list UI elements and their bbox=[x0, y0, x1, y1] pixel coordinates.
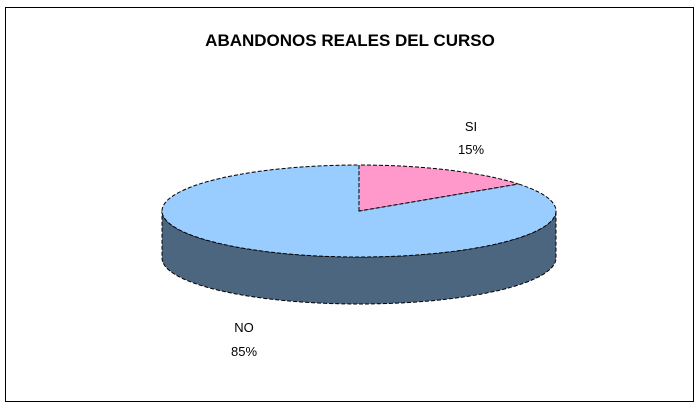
chart-title: ABANDONOS REALES DEL CURSO bbox=[205, 31, 495, 50]
slice-label-no: NO bbox=[234, 320, 254, 335]
slice-label-si: SI bbox=[465, 119, 477, 134]
slice-value-si: 15% bbox=[458, 142, 484, 157]
pie-slice-si bbox=[358, 164, 519, 212]
slice-value-no: 85% bbox=[231, 344, 257, 359]
